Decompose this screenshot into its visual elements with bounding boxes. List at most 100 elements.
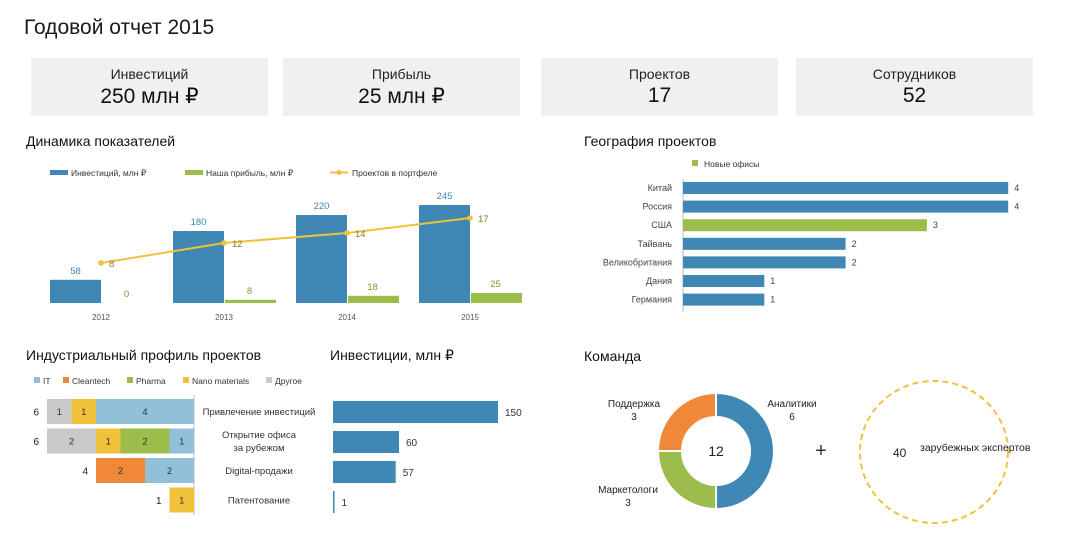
x-tick-2014: 2014	[338, 313, 356, 322]
experts-value: 40	[893, 446, 907, 460]
bar-label-investments-2015: 245	[437, 191, 453, 202]
bar-label-investments-2013: 180	[191, 217, 207, 228]
geo-category-0: Китай	[648, 183, 672, 193]
industry-segment-label-1-0: 2	[69, 437, 74, 448]
point-label-projects-2012: 8	[109, 259, 114, 270]
slice-label: Поддержка	[607, 399, 661, 410]
invest-bar-2	[333, 461, 396, 483]
industry-total-1: 6	[33, 437, 39, 448]
industry-segment-2-0	[96, 458, 145, 483]
invest-bar-0	[333, 401, 498, 423]
donut-slice-2	[656, 391, 717, 452]
invest-value-0: 150	[505, 408, 522, 419]
legend-swatch-profit	[185, 170, 203, 175]
x-tick-2015: 2015	[461, 313, 479, 322]
page-title: Годовой отчет 2015	[24, 16, 215, 39]
geo-category-5: Дания	[646, 276, 672, 286]
bar-label-profit-2013: 8	[247, 286, 252, 297]
industry-total-0: 6	[33, 408, 39, 419]
industry-total-2: 4	[82, 467, 88, 478]
x-tick-2012: 2012	[92, 313, 110, 322]
legend-marker-projects	[336, 170, 342, 175]
bar-label-profit-2014: 18	[367, 282, 378, 293]
geo-value-0: 4	[1014, 183, 1019, 193]
industry-title: Индустриальный профиль проектов	[26, 347, 262, 363]
legend-swatch-industry-3	[183, 377, 189, 383]
geo-category-6: Германия	[632, 295, 672, 305]
industry-category-1-1: за рубежом	[234, 443, 285, 454]
industry-segment-0-0	[47, 399, 72, 424]
geo-value-6: 1	[770, 295, 775, 305]
bar-profit-2014	[348, 295, 399, 303]
industry-category-0-0: Привлечение инвестиций	[203, 407, 316, 418]
geo-value-5: 1	[770, 276, 775, 286]
team-label-support: Поддержка 3	[598, 398, 670, 424]
kpi-value: 52	[902, 84, 927, 107]
industry-segment-1-2	[120, 428, 170, 454]
legend-label-new-offices: Новые офисы	[704, 159, 759, 169]
kpi-value: 17	[647, 84, 672, 107]
geo-bar-6	[683, 293, 765, 306]
bar-label-profit-2012: 0	[124, 289, 129, 300]
line-projects	[100, 217, 471, 264]
investments-title: Инвестиции, млн ₽	[330, 347, 454, 363]
legend-swatch-new-offices	[692, 160, 698, 166]
point-label-projects-2015: 17	[478, 214, 489, 225]
industry-segment-label-1-2: 2	[142, 437, 147, 448]
industry-segment-1-0	[47, 428, 96, 454]
industry-segment-label-0-0: 1	[57, 407, 62, 418]
team-title: Команда	[584, 348, 642, 364]
plus-sign: +	[815, 440, 827, 462]
invest-value-3: 1	[342, 498, 348, 509]
industry-segment-label-1-3: 1	[179, 437, 184, 448]
bar-investments-2012	[50, 279, 101, 303]
legend-swatch-industry-4	[266, 377, 272, 383]
slice-label: Аналитики	[767, 399, 817, 410]
geo-bar-5	[683, 275, 765, 287]
point-projects-2014	[344, 230, 350, 236]
industry-segment-label-2-0: 2	[118, 466, 123, 477]
slice-value: 3	[631, 412, 637, 423]
industry-segment-label-0-1: 1	[81, 407, 86, 418]
geo-bar-1	[683, 200, 1009, 213]
slice-label: Маркетологи	[598, 485, 658, 496]
bar-label-investments-2012: 58	[70, 266, 81, 277]
slice-value: 6	[789, 412, 795, 423]
legend-label-profit: Наша прибыль, млн ₽	[206, 168, 294, 178]
geo-value-4: 2	[852, 257, 857, 267]
bar-investments-2014	[296, 215, 347, 303]
kpi-label: Инвестиций	[110, 66, 189, 82]
bar-investments-2013	[173, 231, 224, 303]
kpi-card-employees: Сотрудников 52	[796, 58, 1033, 116]
industry-segment-1-1	[96, 428, 121, 454]
invest-value-2: 57	[403, 468, 415, 479]
donut-center-label: 12	[708, 443, 724, 459]
team-label-analysts: Аналитики 6	[756, 398, 828, 424]
legend-swatch-industry-2	[127, 377, 133, 383]
donut-slice-0	[715, 391, 775, 511]
experts-circle	[859, 380, 1009, 524]
legend-label-industry-4: Другое	[275, 376, 302, 386]
point-projects-2012	[98, 260, 104, 266]
point-label-projects-2013: 12	[232, 239, 243, 250]
geo-value-1: 4	[1014, 202, 1019, 212]
industry-segment-0-2	[96, 399, 194, 424]
industry-segment-label-2-1: 2	[167, 466, 172, 477]
industry-category-2-0: Digital-продажи	[225, 466, 293, 477]
donut-slice-1	[656, 450, 717, 511]
industry-category-1-0: Открытие офиса	[222, 430, 297, 441]
geo-bar-3	[683, 237, 846, 250]
invest-bar-3	[333, 491, 335, 513]
legend-label-investments: Инвестиций, млн ₽	[71, 168, 147, 178]
legend-swatch-investments	[50, 170, 68, 175]
industry-segment-3-0	[169, 487, 194, 513]
geo-value-2: 3	[933, 220, 938, 230]
legend-label-industry-3: Nano materials	[192, 376, 249, 386]
legend-label-industry-1: Cleantech	[72, 376, 111, 386]
geo-category-2: США	[651, 220, 672, 230]
kpi-card-profit: Прибыль 25 млн ₽	[283, 58, 520, 116]
point-projects-2015	[467, 215, 473, 221]
bar-profit-2015	[471, 293, 522, 303]
industry-segment-0-1	[71, 399, 96, 424]
industry-segment-label-1-1: 1	[106, 437, 111, 448]
